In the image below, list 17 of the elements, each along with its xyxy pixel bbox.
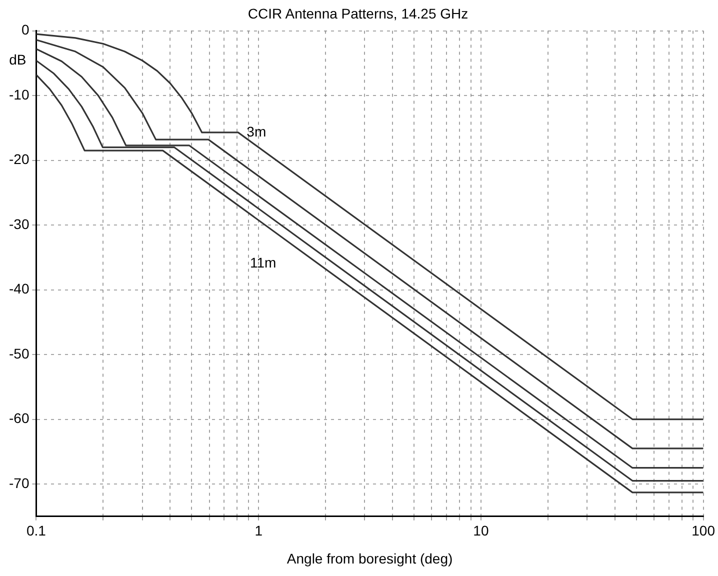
x-axis-title: Angle from boresight (deg) <box>286 550 453 566</box>
x-tick-label: 1 <box>254 522 263 539</box>
y-tick-label: 0 <box>21 22 30 38</box>
x-tick-label: 10 <box>473 522 489 539</box>
y-tick-label: -60 <box>9 410 30 426</box>
annotation: 3m <box>246 124 266 140</box>
x-tick-label: 0.1 <box>26 522 46 539</box>
y-axis-title: dB <box>9 52 26 68</box>
y-tick-label: -20 <box>9 151 30 168</box>
x-tick-label: 100 <box>692 522 716 539</box>
y-tick-label: -50 <box>9 345 30 362</box>
y-tick-label: -30 <box>9 216 30 232</box>
chart-title: CCIR Antenna Patterns, 14.25 GHz <box>248 5 468 22</box>
y-tick-label: -10 <box>9 86 30 102</box>
y-tick-label: -70 <box>9 474 30 491</box>
y-tick-label: -40 <box>9 280 30 297</box>
annotation: 11m <box>250 254 276 271</box>
